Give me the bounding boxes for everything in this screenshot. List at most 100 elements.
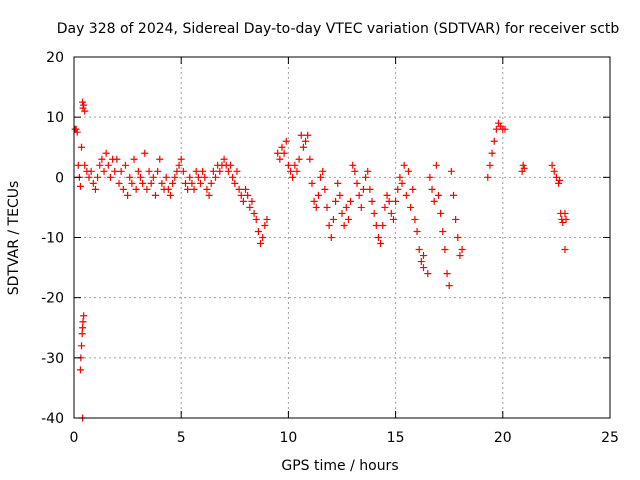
data-point [96, 161, 104, 169]
data-point [297, 131, 305, 139]
data-point [154, 167, 162, 175]
data-point [184, 185, 192, 193]
data-point [274, 149, 282, 157]
y-tick-label: -10 [41, 231, 64, 247]
data-point [263, 215, 271, 223]
data-point [242, 185, 250, 193]
data-point [325, 221, 333, 229]
data-point [98, 155, 106, 163]
data-point [196, 179, 204, 187]
data-point [130, 155, 138, 163]
y-axis-label: SDTVAR / TECUs [6, 181, 22, 296]
data-point [257, 240, 265, 248]
data-point [486, 161, 494, 169]
data-point [220, 155, 228, 163]
data-point [237, 191, 245, 199]
x-tick-label: 25 [601, 430, 619, 446]
data-point [80, 312, 88, 320]
data-point [402, 191, 410, 199]
data-point [78, 143, 86, 151]
data-point [555, 179, 563, 187]
data-point [111, 167, 119, 175]
data-point [488, 149, 496, 157]
y-tick-label: -20 [41, 291, 64, 307]
data-point [169, 179, 177, 187]
data-point [458, 246, 466, 254]
data-point [454, 234, 462, 241]
data-point [519, 161, 527, 169]
data-point [113, 155, 121, 163]
data-point [78, 330, 86, 338]
data-point [338, 209, 346, 217]
data-point [141, 149, 149, 157]
data-point [227, 161, 235, 169]
data-point [370, 209, 378, 217]
data-point [398, 179, 406, 187]
data-point [166, 191, 174, 199]
data-point [562, 215, 570, 223]
data-point [73, 128, 81, 136]
data-point [411, 215, 419, 223]
data-point [276, 155, 284, 163]
data-point [424, 270, 432, 278]
data-point [231, 179, 239, 187]
data-point [143, 185, 151, 193]
data-point [79, 318, 87, 326]
data-point [91, 185, 99, 193]
data-point [248, 197, 256, 205]
data-point [194, 173, 202, 181]
data-point [394, 185, 402, 193]
data-point [124, 191, 132, 199]
data-point [312, 203, 320, 211]
data-point [229, 173, 237, 181]
data-point [389, 215, 397, 223]
x-tick-label: 5 [177, 430, 186, 446]
data-point [289, 173, 297, 181]
data-point [364, 167, 372, 175]
data-point [177, 155, 185, 163]
data-point [132, 185, 140, 193]
x-axis-label: GPS time / hours [281, 458, 398, 474]
data-point [372, 221, 380, 229]
axis-ticks: 0 5 10 15 20 25 20 10 0 -10 -20 -30 -40 [41, 50, 619, 446]
data-point [186, 173, 194, 181]
data-point [349, 161, 357, 169]
data-point [156, 155, 164, 163]
grid-lines [74, 57, 610, 418]
data-point [81, 107, 89, 115]
data-point [329, 215, 337, 223]
data-point [379, 221, 387, 229]
data-point [490, 137, 498, 145]
data-point [158, 179, 166, 187]
data-point [235, 185, 243, 193]
data-point [175, 161, 183, 169]
y-tick-label: -40 [41, 411, 64, 427]
data-point [366, 185, 374, 193]
data-point [381, 203, 389, 211]
data-point [426, 173, 434, 181]
data-point [106, 173, 114, 181]
data-point [385, 197, 393, 205]
data-point [85, 173, 93, 181]
data-point [145, 167, 153, 175]
data-point [87, 167, 95, 175]
data-point [207, 179, 215, 187]
data-point [314, 191, 322, 199]
data-point [244, 191, 252, 199]
data-point [447, 167, 455, 175]
x-tick-label: 0 [70, 430, 79, 446]
data-point [359, 185, 367, 193]
data-point [409, 185, 417, 193]
data-point [559, 218, 567, 226]
data-point [212, 173, 220, 181]
data-point [80, 101, 88, 109]
data-point [246, 203, 254, 211]
data-point [392, 197, 400, 205]
data-point [443, 270, 451, 278]
data-point [149, 173, 157, 181]
data-point [293, 167, 301, 175]
data-point [179, 167, 187, 175]
x-tick-label: 20 [494, 430, 512, 446]
data-point [387, 209, 395, 217]
